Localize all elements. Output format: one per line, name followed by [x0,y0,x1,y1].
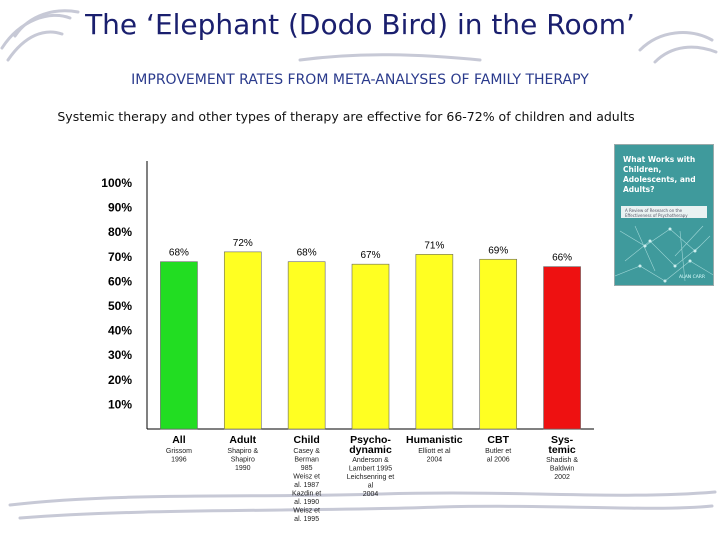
category-label: temic [548,444,576,456]
bar [351,263,390,430]
citation-label: Berman [294,457,319,464]
citation-label: Weisz et [293,474,320,481]
category-label: CBT [487,434,509,446]
citation-label: 2004 [363,491,379,498]
bar-value-label: 71% [424,240,444,251]
citation-label: Shapiro & [227,448,258,455]
book-network-pattern [615,225,713,283]
bar-value-label: 68% [297,248,317,259]
y-tick-label: 90% [108,201,132,215]
book-title: What Works with Children, Adolescents, a… [623,155,696,194]
book-subtitle-strip [621,206,707,218]
slide-caption: Systemic therapy and other types of ther… [57,109,635,124]
slide-subtitle: IMPROVEMENT RATES FROM META-ANALYSES OF … [131,72,589,88]
category-label: Adult [229,434,256,446]
y-tick-label: 100% [101,176,132,190]
citation-label: 2004 [427,457,443,464]
citation-label: Lambert 1995 [349,466,392,473]
bar-value-label: 68% [169,248,189,259]
citation-label: Shadish & [546,457,578,464]
bar-value-label: 67% [360,250,380,261]
bar [543,266,581,430]
citation-label: Anderson & [352,457,389,464]
book-cover-image: What Works with Children, Adolescents, a… [614,144,714,286]
slide-title: The ‘Elephant (Dodo Bird) in the Room’ [85,8,635,41]
y-tick-label: 80% [108,225,132,239]
citation-label: Elliott et al [418,448,451,455]
citation-label: 2002 [554,474,570,481]
bar-value-label: 72% [233,238,253,249]
y-tick-label: 50% [108,299,132,313]
category-label: Psycho- [350,434,391,446]
citation-label: al. 1995 [294,516,319,523]
citation-label: Weisz et [293,508,320,515]
y-tick-label: 70% [108,250,132,264]
category-label: Sys- [551,434,574,446]
bar [223,251,262,430]
citation-label: 1990 [235,465,251,472]
y-tick-label: 20% [108,373,132,387]
citation-label: Baldwin [550,466,575,473]
citation-label: al 2006 [487,457,510,464]
citation-label: al. 1990 [294,499,319,506]
book-subtitle: A Review of Research on the Effectivenes… [625,208,688,218]
category-label: Child [294,434,320,446]
bar [415,254,454,430]
bar-value-label: 69% [488,245,508,256]
citation-label: Grissom [166,448,192,455]
citation-label: Shapiro [231,457,255,464]
y-tick-label: 10% [108,397,132,411]
category-label: Humanistic [406,434,463,446]
citation-label: Kazdin et [292,491,321,498]
citation-label: Butler et [485,448,511,455]
category-label: All [172,434,186,446]
y-tick-label: 30% [108,348,132,362]
y-tick-label: 60% [108,274,132,288]
bar [160,261,198,430]
citation-label: Leichsenring et [347,474,395,481]
bar [479,258,518,430]
category-label: dynamic [349,444,392,456]
y-tick-label: 40% [108,324,132,338]
book-author: ALAN CARR [679,275,706,280]
citation-label: Casey & [293,448,320,455]
citation-label: 1996 [171,457,187,464]
citation-label: al [368,483,374,490]
citation-label: 985 [301,465,313,472]
citation-label: al. 1987 [294,482,319,489]
bar [287,261,326,430]
bar-value-label: 66% [552,253,572,264]
